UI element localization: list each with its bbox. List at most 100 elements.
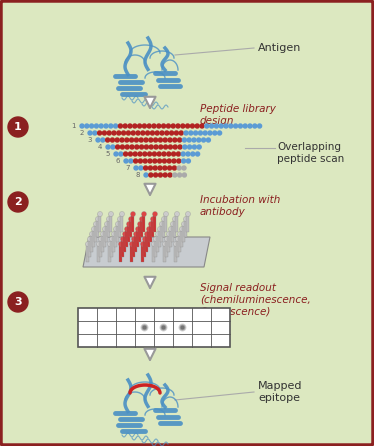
Text: Incubation with
antibody: Incubation with antibody xyxy=(200,195,280,217)
Bar xyxy=(138,224,141,242)
Circle shape xyxy=(203,131,207,135)
Circle shape xyxy=(114,124,117,128)
Circle shape xyxy=(168,166,172,170)
Circle shape xyxy=(178,138,182,142)
Circle shape xyxy=(93,131,97,135)
Circle shape xyxy=(138,124,142,128)
Circle shape xyxy=(196,152,200,156)
Circle shape xyxy=(144,138,148,142)
Bar xyxy=(107,219,110,237)
Circle shape xyxy=(125,145,129,149)
Bar xyxy=(105,224,108,242)
Circle shape xyxy=(96,241,101,247)
Text: 6: 6 xyxy=(116,158,120,164)
Circle shape xyxy=(208,131,212,135)
Circle shape xyxy=(110,138,114,142)
Bar xyxy=(119,219,122,237)
Circle shape xyxy=(224,124,228,128)
Circle shape xyxy=(144,173,148,177)
Circle shape xyxy=(108,211,113,216)
Circle shape xyxy=(168,173,172,177)
Circle shape xyxy=(130,138,134,142)
Bar xyxy=(96,219,99,237)
Bar xyxy=(151,219,154,237)
Circle shape xyxy=(218,131,222,135)
Circle shape xyxy=(123,231,128,236)
Circle shape xyxy=(109,124,113,128)
Circle shape xyxy=(186,152,190,156)
Circle shape xyxy=(175,236,181,241)
Circle shape xyxy=(120,211,125,216)
Circle shape xyxy=(144,231,150,236)
Circle shape xyxy=(145,131,150,135)
Bar xyxy=(141,244,144,262)
Text: Antigen: Antigen xyxy=(258,43,301,53)
Circle shape xyxy=(148,222,153,227)
Circle shape xyxy=(191,152,195,156)
Circle shape xyxy=(162,216,166,222)
Bar xyxy=(135,234,138,252)
Circle shape xyxy=(116,222,120,227)
Text: 1: 1 xyxy=(14,122,22,132)
Circle shape xyxy=(117,131,121,135)
Bar xyxy=(150,224,153,242)
Circle shape xyxy=(162,124,166,128)
Circle shape xyxy=(238,124,242,128)
Circle shape xyxy=(229,124,233,128)
Circle shape xyxy=(106,145,110,149)
Circle shape xyxy=(140,216,144,222)
Circle shape xyxy=(178,323,187,331)
Circle shape xyxy=(154,138,157,142)
Circle shape xyxy=(98,211,102,216)
Circle shape xyxy=(178,145,182,149)
Circle shape xyxy=(148,166,152,170)
Circle shape xyxy=(140,145,144,149)
Bar xyxy=(126,229,129,247)
Circle shape xyxy=(101,138,105,142)
Circle shape xyxy=(183,138,186,142)
Circle shape xyxy=(163,211,169,216)
Bar xyxy=(110,214,113,232)
Circle shape xyxy=(119,152,123,156)
Bar xyxy=(166,239,169,257)
Circle shape xyxy=(138,152,142,156)
Bar xyxy=(145,234,148,252)
Circle shape xyxy=(8,192,28,212)
Circle shape xyxy=(141,241,145,247)
Circle shape xyxy=(129,159,133,163)
Bar xyxy=(175,214,178,232)
Circle shape xyxy=(186,124,190,128)
Bar xyxy=(114,229,117,247)
Circle shape xyxy=(168,145,172,149)
Circle shape xyxy=(205,124,209,128)
Circle shape xyxy=(112,131,116,135)
Circle shape xyxy=(181,222,187,227)
Circle shape xyxy=(128,152,132,156)
Circle shape xyxy=(126,131,131,135)
Circle shape xyxy=(194,131,197,135)
Bar xyxy=(86,244,89,262)
Circle shape xyxy=(153,159,157,163)
Circle shape xyxy=(180,325,186,330)
Circle shape xyxy=(186,159,190,163)
Circle shape xyxy=(94,124,98,128)
Circle shape xyxy=(197,138,201,142)
Circle shape xyxy=(163,145,168,149)
Bar xyxy=(156,234,159,252)
Circle shape xyxy=(169,227,174,231)
Circle shape xyxy=(243,124,247,128)
Bar xyxy=(116,224,120,242)
Bar xyxy=(144,239,147,257)
Bar xyxy=(128,224,131,242)
Circle shape xyxy=(120,236,126,241)
Circle shape xyxy=(120,145,125,149)
Bar xyxy=(175,244,178,262)
Bar xyxy=(98,244,101,262)
Bar xyxy=(163,244,166,262)
Bar xyxy=(169,229,172,247)
Circle shape xyxy=(149,145,153,149)
Circle shape xyxy=(132,236,137,241)
Circle shape xyxy=(141,131,145,135)
Circle shape xyxy=(114,152,118,156)
Circle shape xyxy=(135,227,141,231)
